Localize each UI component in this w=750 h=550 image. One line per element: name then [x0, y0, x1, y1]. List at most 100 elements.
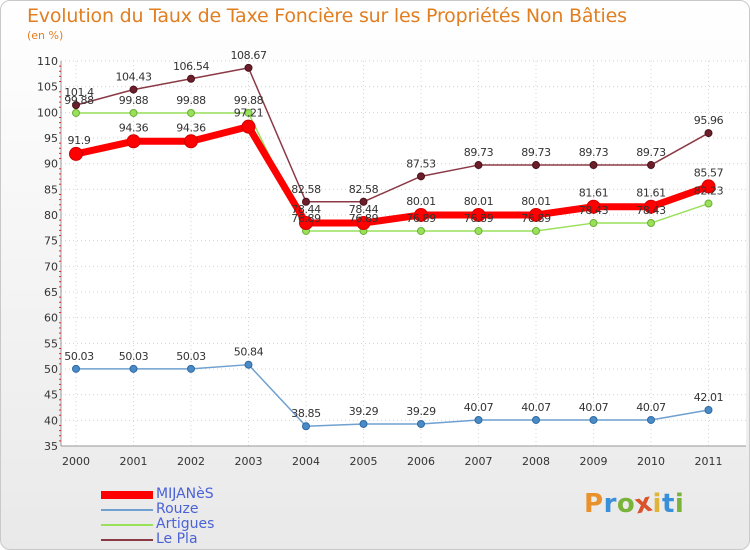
data-label-le-pla: 104.43 [115, 71, 151, 84]
y-tick-label: 105 [37, 81, 58, 94]
data-label-rouze: 40.07 [464, 401, 494, 414]
data-point-mijanes [241, 119, 256, 134]
y-axis-unit: (en %) [27, 29, 64, 42]
logo-letter: P [584, 489, 604, 519]
legend-swatch-le-pla [101, 539, 153, 541]
data-label-le-pla: 108.67 [230, 49, 266, 62]
y-tick-label: 35 [44, 440, 58, 453]
data-label-mijanes: 97.21 [234, 107, 264, 120]
logo-letter: i [652, 489, 662, 519]
series-line-mijanes [75, 123, 710, 227]
data-label-le-pla: 106.54 [173, 60, 209, 73]
x-tick-label: 2007 [465, 455, 493, 468]
data-point-rouze [589, 415, 598, 424]
x-tick-label: 2006 [407, 455, 435, 468]
data-point-rouze [359, 419, 368, 428]
legend-swatch-artigues [101, 524, 153, 526]
logo-letter: o [616, 489, 636, 519]
data-label-artigues: 76.89 [406, 212, 436, 225]
data-label-mijanes: 94.36 [119, 121, 149, 134]
data-point-artigues [532, 226, 540, 235]
data-label-artigues: 99.88 [64, 94, 94, 107]
data-label-rouze: 50.03 [119, 350, 149, 363]
proxiti-logo: Proxiti [584, 488, 685, 521]
data-point-rouze [704, 406, 713, 415]
data-label-le-pla: 89.73 [636, 146, 666, 159]
y-tick-label: 50 [44, 363, 58, 376]
x-tick-label: 2001 [120, 455, 148, 468]
legend-label-rouze: Rouze [156, 501, 199, 517]
data-label-rouze: 42.01 [694, 391, 724, 404]
data-point-le-pla [244, 63, 253, 72]
data-label-artigues: 82.23 [694, 185, 724, 198]
data-label-rouze: 40.07 [521, 401, 551, 414]
data-point-le-pla [532, 161, 540, 170]
legend-label-le-pla: Le Pla [156, 531, 198, 547]
data-point-mijanes [471, 207, 486, 222]
legend-item-artigues: Artigues [101, 516, 301, 533]
series-mijanes [69, 119, 716, 231]
data-point-mijanes [69, 146, 83, 161]
data-point-rouze [72, 364, 80, 373]
logo-letter: i [674, 489, 685, 519]
chart-title: Evolution du Taux de Taxe Foncière sur l… [27, 5, 627, 27]
data-point-le-pla [647, 161, 655, 170]
data-label-le-pla: 87.53 [406, 157, 436, 170]
data-label-artigues: 99.88 [119, 94, 149, 107]
data-point-le-pla [72, 101, 80, 110]
data-label-le-pla: 82.58 [349, 183, 379, 196]
data-label-mijanes: 80.01 [464, 195, 494, 208]
data-point-rouze [417, 419, 425, 428]
data-point-mijanes [126, 134, 141, 149]
y-tick-label: 60 [44, 312, 58, 325]
data-label-mijanes: 81.61 [636, 187, 666, 200]
data-label-mijanes: 81.61 [579, 187, 609, 200]
data-label-le-pla: 89.73 [579, 146, 609, 159]
series-line-rouze [76, 363, 709, 427]
data-point-le-pla [129, 85, 138, 94]
x-tick-label: 2003 [235, 455, 263, 468]
data-label-artigues: 76.89 [464, 212, 494, 225]
data-point-mijanes [644, 199, 658, 214]
legend-item-mijanes: MIJANèS [101, 486, 301, 503]
data-label-artigues: 76.89 [349, 212, 379, 225]
data-point-le-pla [359, 197, 368, 206]
data-point-artigues [417, 226, 425, 235]
data-point-mijanes [299, 216, 313, 231]
data-point-rouze [129, 364, 138, 373]
data-label-mijanes: 78.44 [291, 203, 321, 216]
y-tick-label: 65 [44, 286, 58, 299]
data-point-rouze [647, 415, 655, 424]
data-point-artigues [647, 219, 655, 228]
data-point-artigues [244, 108, 253, 117]
data-label-mijanes: 85.57 [694, 166, 724, 179]
legend-label-artigues: Artigues [156, 516, 215, 532]
series-line-artigues [76, 112, 709, 232]
data-label-mijanes: 80.01 [521, 195, 551, 208]
data-point-rouze [532, 415, 540, 424]
data-label-le-pla: 82.58 [291, 183, 321, 196]
data-point-mijanes [414, 207, 428, 222]
y-tick-label: 55 [44, 337, 58, 350]
data-point-artigues [187, 108, 195, 117]
data-label-le-pla: 95.96 [694, 114, 724, 127]
y-tick-label: 110 [37, 55, 58, 68]
x-tick-label: 2004 [292, 455, 320, 468]
x-tick-label: 2010 [637, 455, 665, 468]
data-point-rouze [474, 415, 483, 424]
x-tick-label: 2002 [177, 455, 205, 468]
data-label-artigues: 78.43 [636, 204, 666, 217]
data-point-mijanes [529, 207, 543, 222]
data-point-le-pla [187, 74, 195, 83]
series-rouze [72, 360, 713, 431]
data-label-le-pla: 101.4 [64, 86, 94, 99]
data-label-rouze: 50.84 [234, 346, 264, 359]
data-point-mijanes [586, 199, 601, 214]
y-tick-label: 85 [44, 183, 58, 196]
data-point-mijanes [184, 134, 198, 149]
data-point-artigues [589, 219, 598, 228]
data-label-mijanes: 91.9 [68, 134, 91, 147]
data-label-artigues: 99.88 [176, 94, 206, 107]
data-label-rouze: 38.85 [291, 407, 321, 420]
